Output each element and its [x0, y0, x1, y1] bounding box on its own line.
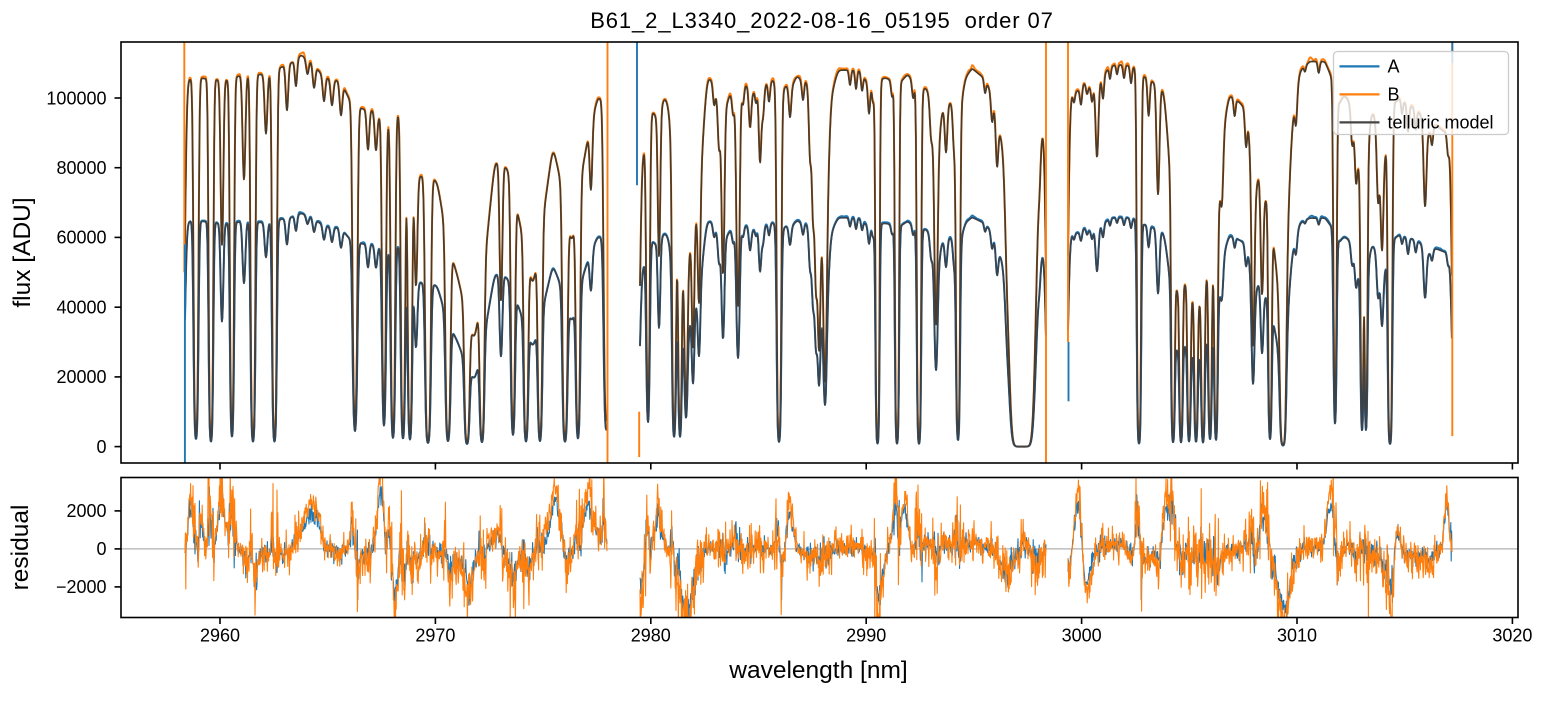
svg-text:0: 0	[96, 539, 106, 559]
svg-text:telluric model: telluric model	[1388, 113, 1494, 133]
svg-text:3020: 3020	[1492, 626, 1532, 646]
svg-text:100000: 100000	[46, 88, 106, 108]
svg-text:2960: 2960	[200, 626, 240, 646]
svg-text:60000: 60000	[56, 228, 106, 248]
svg-text:A: A	[1388, 57, 1400, 77]
svg-text:2990: 2990	[846, 626, 886, 646]
svg-text:2000: 2000	[66, 501, 106, 521]
svg-text:B61_2_L3340_2022-08-16_05195: B61_2_L3340_2022-08-16_05195 order 07	[590, 8, 1054, 33]
svg-text:2980: 2980	[631, 626, 671, 646]
svg-text:3000: 3000	[1062, 626, 1102, 646]
svg-text:20000: 20000	[56, 367, 106, 387]
svg-text:residual: residual	[7, 505, 34, 591]
svg-text:2970: 2970	[415, 626, 455, 646]
svg-text:flux [ADU]: flux [ADU]	[9, 197, 36, 307]
svg-text:3010: 3010	[1277, 626, 1317, 646]
svg-text:−2000: −2000	[56, 577, 107, 597]
svg-text:wavelength [nm]: wavelength [nm]	[728, 657, 907, 684]
svg-text:80000: 80000	[56, 158, 106, 178]
svg-text:0: 0	[96, 437, 106, 457]
svg-text:B: B	[1388, 85, 1400, 105]
svg-text:40000: 40000	[56, 298, 106, 318]
